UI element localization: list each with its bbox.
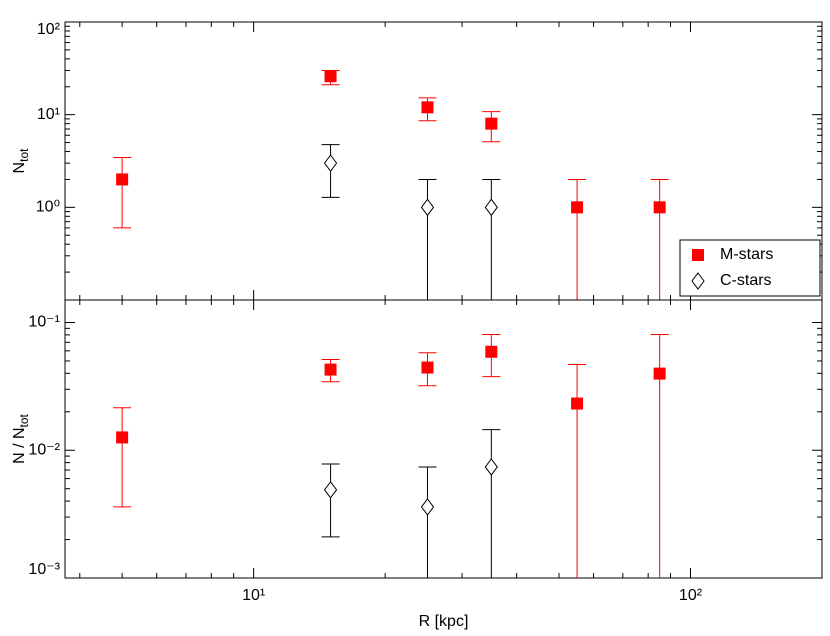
- y-tick-label: 10¹: [37, 106, 60, 123]
- legend-marker: [692, 249, 704, 261]
- plot-frame: [64, 299, 823, 579]
- y-axis-label-main: N: [11, 162, 28, 174]
- y-axis-label: Ntot: [11, 148, 31, 174]
- data-point: [116, 173, 129, 186]
- legend-marker: [691, 272, 705, 290]
- data-point: [653, 367, 666, 380]
- legend-label: M-stars: [720, 246, 773, 263]
- y-axis-label-sub: tot: [17, 413, 31, 427]
- data-point: [485, 345, 498, 358]
- y-tick-label: 10²: [37, 21, 61, 38]
- data-point: [571, 397, 584, 410]
- x-axis-label: R [kpc]: [419, 613, 469, 630]
- data-point: [323, 480, 338, 499]
- data-point: [484, 458, 498, 476]
- x-tick-label: 10¹: [242, 587, 265, 604]
- data-point: [653, 201, 666, 214]
- y-tick-label: 10⁻²: [28, 441, 60, 458]
- y-tick-label: 10⁰: [36, 199, 60, 216]
- y-axis-label-main: N / N: [11, 427, 28, 463]
- data-point: [485, 117, 498, 130]
- data-point: [420, 498, 435, 516]
- data-point: [323, 154, 338, 172]
- y-axis-label-sub: tot: [17, 148, 31, 162]
- data-point: [484, 198, 498, 217]
- data-point: [571, 201, 584, 214]
- y-tick-label: 10⁻¹: [28, 314, 60, 331]
- y-axis-label: N / Ntot: [11, 413, 31, 463]
- data-point: [324, 70, 337, 83]
- data-point: [420, 198, 435, 217]
- data-point: [324, 363, 337, 376]
- y-tick-label: 10⁻³: [28, 561, 60, 578]
- data-point: [421, 361, 434, 374]
- data-point: [116, 431, 129, 444]
- legend-label: C-stars: [720, 272, 772, 289]
- data-point: [421, 101, 434, 114]
- x-tick-label: 10²: [679, 587, 703, 604]
